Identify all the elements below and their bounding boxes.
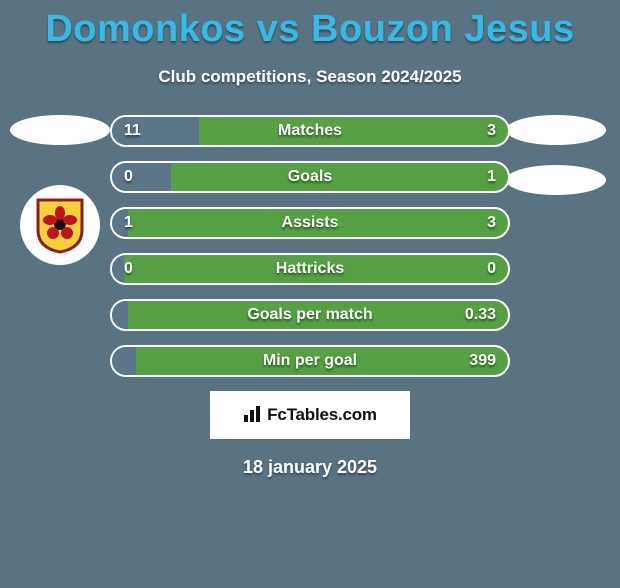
player-slot-right-1: [506, 115, 606, 145]
stat-label: Min per goal: [263, 352, 357, 370]
stat-right-value: 0: [487, 260, 496, 278]
stat-row-goals-per-match: Goals per match 0.33: [110, 299, 510, 331]
comparison-content: 11 Matches 3 0 Goals 1 1 Assists 3 0 Hat…: [0, 115, 620, 478]
stat-label: Matches: [278, 122, 342, 140]
date: 18 january 2025: [0, 457, 620, 478]
stat-row-hattricks: 0 Hattricks 0: [110, 253, 510, 285]
stat-row-goals: 0 Goals 1: [110, 161, 510, 193]
stat-right-value: 1: [487, 168, 496, 186]
player-slot-right-2: [506, 165, 606, 195]
stat-right-value: 0.33: [465, 306, 496, 324]
stat-row-min-per-goal: Min per goal 399: [110, 345, 510, 377]
stat-left-value: 1: [124, 214, 133, 232]
stat-left-value: 11: [124, 122, 141, 140]
stat-fill: [112, 301, 128, 329]
stat-fill: [112, 255, 124, 283]
stat-label: Hattricks: [276, 260, 344, 278]
stat-label: Goals: [288, 168, 332, 186]
stat-right-value: 3: [487, 214, 496, 232]
stat-right-value: 3: [487, 122, 496, 140]
bars-icon: [243, 405, 263, 423]
stat-bars: 11 Matches 3 0 Goals 1 1 Assists 3 0 Hat…: [110, 115, 510, 377]
stat-row-matches: 11 Matches 3: [110, 115, 510, 147]
stat-label: Goals per match: [247, 306, 372, 324]
club-badge: [20, 185, 100, 265]
subtitle: Club competitions, Season 2024/2025: [0, 67, 620, 87]
player-slot-left: [10, 115, 110, 145]
stat-left-value: 0: [124, 168, 133, 186]
page-title: Domonkos vs Bouzon Jesus: [0, 8, 620, 51]
stat-label: Assists: [282, 214, 339, 232]
stat-row-assists: 1 Assists 3: [110, 207, 510, 239]
branding-text: FcTables.com: [267, 405, 377, 424]
stat-right-value: 399: [469, 352, 496, 370]
stat-fill: [112, 163, 171, 191]
club-crest-icon: [34, 196, 86, 254]
branding-badge: FcTables.com: [210, 391, 410, 439]
stat-fill: [112, 347, 136, 375]
stat-left-value: 0: [124, 260, 133, 278]
